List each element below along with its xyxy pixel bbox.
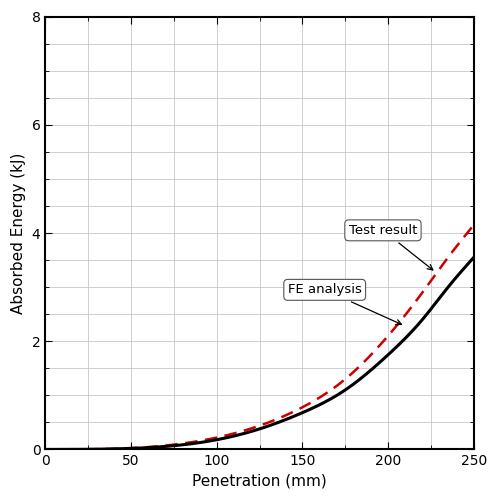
Text: Test result: Test result [349,224,433,270]
X-axis label: Penetration (mm): Penetration (mm) [192,474,327,489]
Y-axis label: Absorbed Energy (kJ): Absorbed Energy (kJ) [11,152,26,314]
Text: FE analysis: FE analysis [288,284,401,325]
